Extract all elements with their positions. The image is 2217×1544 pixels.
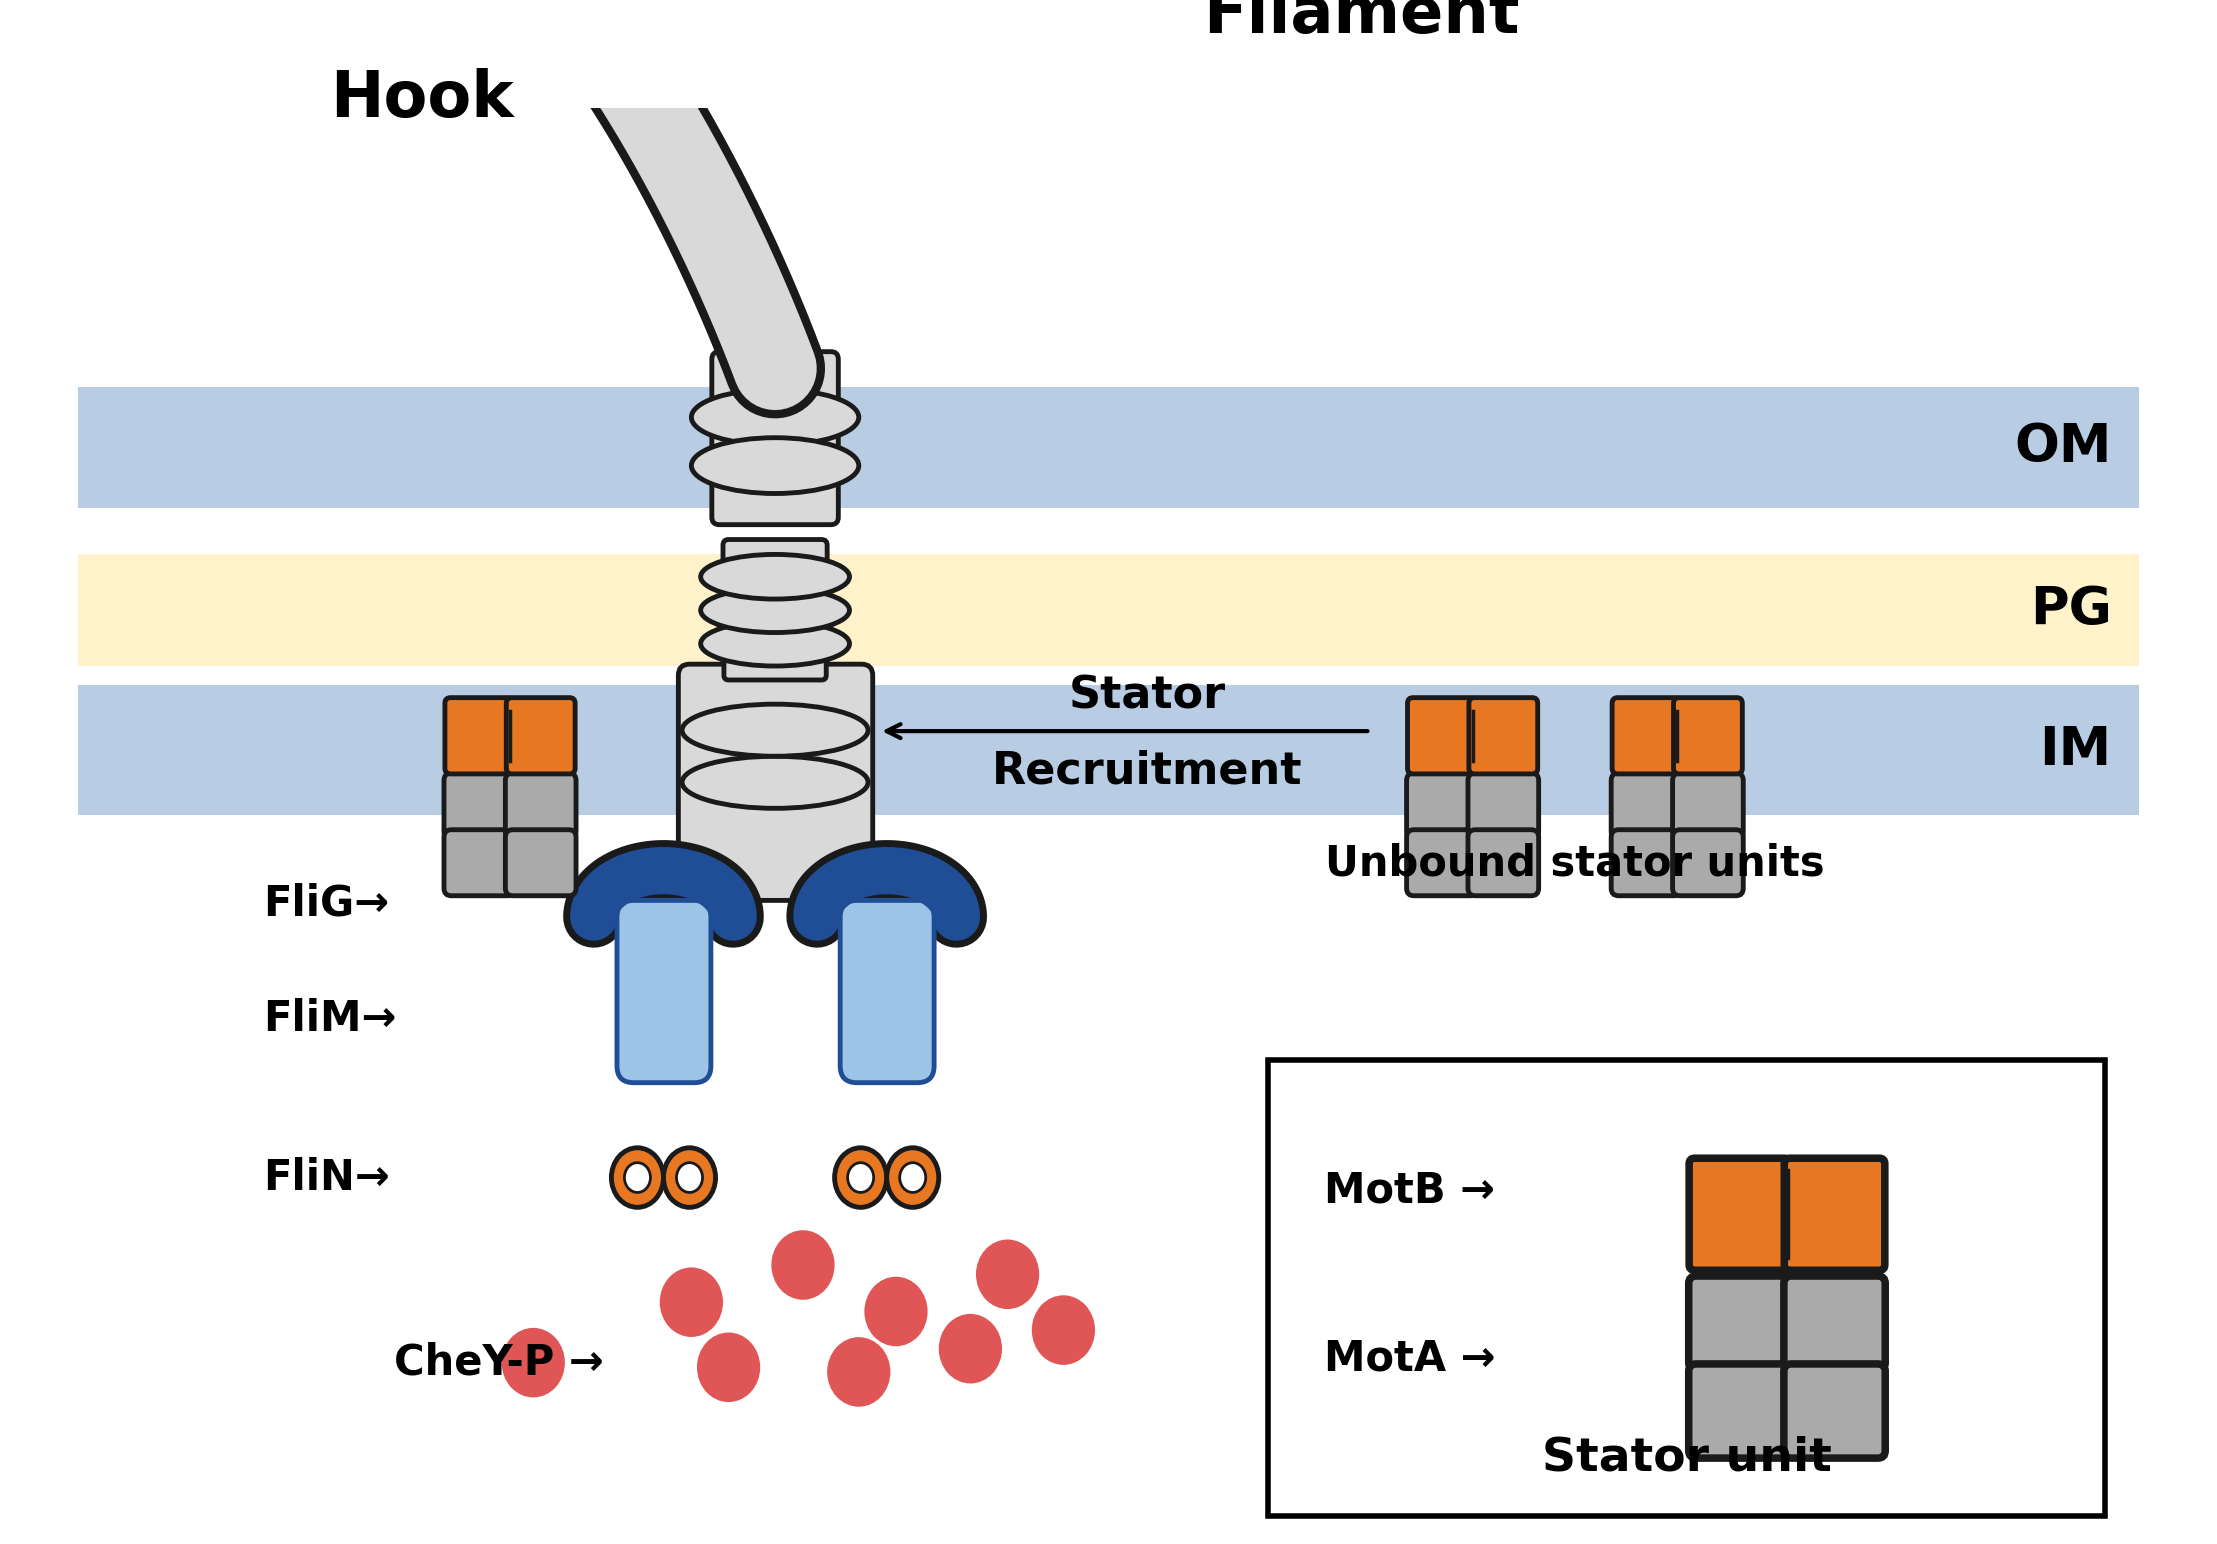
Text: Stator unit: Stator unit — [1541, 1436, 1831, 1481]
Ellipse shape — [701, 554, 849, 599]
FancyBboxPatch shape — [725, 652, 827, 679]
FancyBboxPatch shape — [1689, 1363, 1789, 1458]
Ellipse shape — [625, 1163, 650, 1192]
Text: FliM→: FliM→ — [264, 999, 397, 1041]
Ellipse shape — [887, 1147, 938, 1207]
Ellipse shape — [847, 1163, 873, 1192]
Ellipse shape — [683, 704, 869, 757]
Ellipse shape — [975, 1240, 1040, 1309]
FancyBboxPatch shape — [840, 900, 933, 1082]
Ellipse shape — [900, 1163, 927, 1192]
Ellipse shape — [661, 1268, 723, 1337]
Text: Recruitment: Recruitment — [991, 750, 1301, 792]
Text: OM: OM — [2015, 422, 2111, 474]
Ellipse shape — [696, 1332, 760, 1402]
FancyBboxPatch shape — [1785, 1275, 1884, 1370]
Ellipse shape — [701, 621, 849, 665]
FancyBboxPatch shape — [1468, 774, 1539, 838]
Text: Filament: Filament — [1204, 0, 1519, 46]
Ellipse shape — [676, 1163, 703, 1192]
FancyBboxPatch shape — [1406, 774, 1477, 838]
Ellipse shape — [1031, 1295, 1095, 1365]
Text: MotB →: MotB → — [1324, 1170, 1494, 1212]
Text: CheY-P →: CheY-P → — [395, 1342, 603, 1383]
Ellipse shape — [683, 757, 869, 809]
FancyBboxPatch shape — [1406, 829, 1477, 896]
FancyBboxPatch shape — [712, 352, 838, 525]
FancyBboxPatch shape — [1785, 1158, 1884, 1271]
Text: MotA →: MotA → — [1324, 1337, 1494, 1379]
Ellipse shape — [772, 1231, 834, 1300]
FancyBboxPatch shape — [1674, 698, 1743, 774]
Ellipse shape — [612, 1147, 663, 1207]
FancyBboxPatch shape — [1689, 1275, 1789, 1370]
FancyBboxPatch shape — [723, 539, 827, 681]
Ellipse shape — [501, 1328, 565, 1397]
FancyBboxPatch shape — [616, 900, 712, 1082]
Ellipse shape — [834, 1147, 887, 1207]
Text: FliN→: FliN→ — [264, 1156, 390, 1198]
Text: PG: PG — [2031, 584, 2111, 636]
FancyBboxPatch shape — [505, 698, 574, 774]
Ellipse shape — [663, 1147, 716, 1207]
FancyBboxPatch shape — [1689, 1158, 1789, 1271]
FancyBboxPatch shape — [1470, 698, 1539, 774]
FancyBboxPatch shape — [1612, 829, 1683, 896]
Bar — [78, 388, 2139, 508]
FancyBboxPatch shape — [443, 774, 514, 838]
Ellipse shape — [701, 588, 849, 633]
FancyBboxPatch shape — [1408, 698, 1477, 774]
Ellipse shape — [827, 1337, 891, 1407]
Ellipse shape — [692, 437, 858, 494]
FancyBboxPatch shape — [1268, 1061, 2106, 1516]
Text: FliG→: FliG→ — [264, 882, 390, 925]
Text: IM: IM — [2040, 724, 2111, 775]
Bar — [78, 684, 2139, 815]
FancyBboxPatch shape — [505, 774, 576, 838]
FancyBboxPatch shape — [1468, 829, 1539, 896]
Text: Unbound stator units: Unbound stator units — [1326, 843, 1825, 885]
FancyBboxPatch shape — [678, 664, 873, 900]
FancyBboxPatch shape — [1672, 829, 1743, 896]
FancyBboxPatch shape — [1612, 774, 1683, 838]
FancyBboxPatch shape — [446, 698, 514, 774]
FancyBboxPatch shape — [1785, 1363, 1884, 1458]
FancyBboxPatch shape — [505, 829, 576, 896]
Text: Stator: Stator — [1069, 675, 1226, 716]
Ellipse shape — [865, 1277, 927, 1346]
FancyBboxPatch shape — [1612, 698, 1680, 774]
FancyBboxPatch shape — [443, 829, 514, 896]
FancyBboxPatch shape — [1672, 774, 1743, 838]
Bar — [78, 554, 2139, 665]
Ellipse shape — [938, 1314, 1002, 1383]
Ellipse shape — [692, 389, 858, 445]
Text: Hook: Hook — [330, 68, 514, 130]
